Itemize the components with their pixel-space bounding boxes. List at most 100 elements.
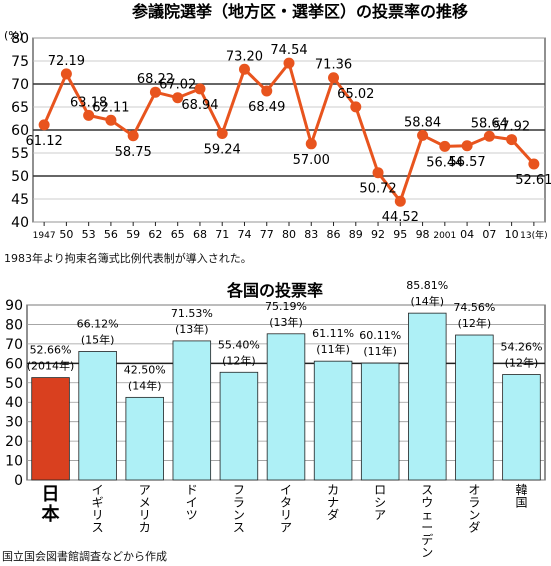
bar-y-tick-label: 0 bbox=[14, 473, 23, 489]
bar bbox=[313, 360, 353, 481]
data-label: 63.18 bbox=[70, 95, 107, 110]
turnout-line-chart: 参議院選挙（地方区・選挙区）の投票率の推移 (%) 40 45 50 55 60 65 70… bbox=[4, 2, 551, 241]
data-label: 61.12 bbox=[26, 134, 63, 149]
bar-value-label: 42.50% bbox=[124, 363, 166, 376]
category-label: イタリア bbox=[280, 483, 292, 535]
data-point bbox=[238, 63, 250, 75]
data-point bbox=[261, 85, 273, 97]
data-point bbox=[461, 140, 473, 152]
data-label: 68.94 bbox=[181, 98, 218, 113]
bar-value-label: 52.66% bbox=[30, 344, 72, 357]
data-label: 67.02 bbox=[159, 78, 196, 93]
data-point bbox=[506, 134, 518, 146]
bar-y-tick-label: 10 bbox=[5, 454, 23, 470]
category-label: イギリス bbox=[92, 483, 104, 535]
data-point bbox=[394, 195, 406, 207]
x-tick-label: 07 bbox=[482, 228, 496, 241]
x-tick-label: 1947 bbox=[33, 231, 56, 241]
data-point bbox=[328, 72, 340, 84]
data-label: 62.11 bbox=[92, 100, 129, 115]
data-point bbox=[483, 130, 495, 142]
data-point bbox=[305, 138, 317, 150]
bar-year-label: (12年) bbox=[505, 355, 539, 369]
category-label: 日本 bbox=[42, 484, 60, 525]
x-tick-label: 50 bbox=[59, 228, 73, 241]
category-label: スウェーデン bbox=[421, 483, 433, 560]
data-point bbox=[216, 127, 228, 139]
source-text: 国立国会図書館調査などから作成 bbox=[2, 550, 167, 563]
bar bbox=[360, 362, 400, 481]
bar-value-label: 74.56% bbox=[453, 301, 495, 314]
bar-value-label: 75.19% bbox=[265, 300, 307, 313]
data-point bbox=[194, 83, 206, 95]
category-label: ロシア bbox=[374, 483, 386, 522]
data-label: 56.57 bbox=[448, 155, 485, 170]
data-point bbox=[283, 57, 295, 69]
category-label: フランス bbox=[233, 483, 245, 535]
bar-year-label: (13年) bbox=[269, 315, 303, 329]
bar-chart-title: 各国の投票率 bbox=[226, 281, 323, 300]
bar-y-tick-label: 80 bbox=[5, 317, 23, 333]
x-tick-label: 86 bbox=[327, 228, 341, 241]
data-point bbox=[350, 101, 362, 113]
y-tick-label: 75 bbox=[11, 54, 29, 70]
bar-value-label: 85.81% bbox=[406, 279, 448, 292]
line-chart-title: 参議院選挙（地方区・選挙区）の投票率の推移 bbox=[132, 2, 468, 21]
note-text: 1983年より拘束名簿式比例代表制が導入された。 bbox=[4, 252, 252, 265]
bar-y-tick-label: 20 bbox=[5, 434, 23, 450]
bar-value-label: 55.40% bbox=[218, 338, 260, 351]
data-label: 58.84 bbox=[404, 115, 441, 130]
bar-y-tick-label: 70 bbox=[5, 337, 23, 353]
data-point bbox=[127, 130, 139, 142]
x-tick-label: 65 bbox=[171, 228, 185, 241]
data-point bbox=[372, 167, 384, 179]
data-point bbox=[60, 68, 72, 80]
bar-year-label: (11年) bbox=[363, 344, 397, 358]
bar bbox=[125, 396, 164, 481]
data-point bbox=[172, 92, 184, 104]
bar-y-tick-label: 40 bbox=[5, 395, 23, 411]
bar bbox=[219, 371, 259, 481]
bar-year-label: (11年) bbox=[316, 342, 350, 356]
data-label: 74.54 bbox=[270, 43, 307, 58]
data-label: 73.20 bbox=[226, 49, 263, 64]
bar bbox=[31, 377, 70, 481]
x-tick-label: 74 bbox=[237, 228, 251, 241]
x-tick-label: 62 bbox=[148, 228, 162, 241]
bar bbox=[172, 340, 212, 481]
y-tick-label: 70 bbox=[11, 77, 29, 93]
x-tick-label: 53 bbox=[82, 228, 96, 241]
bar-value-label: 61.11% bbox=[312, 327, 354, 340]
bar bbox=[408, 312, 447, 481]
data-label: 56.44 bbox=[426, 155, 463, 170]
data-label: 58.75 bbox=[115, 145, 152, 160]
data-point bbox=[38, 119, 50, 131]
bar bbox=[502, 374, 541, 481]
y-axis-unit: (%) bbox=[4, 29, 23, 42]
bar bbox=[266, 333, 306, 481]
data-label: 44.52 bbox=[382, 210, 419, 225]
data-label: 52.61 bbox=[515, 173, 551, 188]
x-tick-label: 98 bbox=[416, 228, 430, 241]
data-label: 71.36 bbox=[315, 58, 352, 73]
bar-year-label: (2014年) bbox=[27, 359, 75, 373]
x-tick-label: 92 bbox=[371, 228, 385, 241]
x-tick-label: 59 bbox=[126, 228, 140, 241]
data-label: 68.49 bbox=[248, 100, 285, 115]
country-bar-chart: 各国の投票率 0 10 20 30 40 50 60 70 80 90 52.66% (2014年)… bbox=[5, 279, 546, 560]
data-point bbox=[149, 86, 161, 98]
data-label: 68.22 bbox=[137, 72, 174, 87]
bar-year-label: (15年) bbox=[81, 332, 115, 346]
y-tick-label: 45 bbox=[11, 192, 29, 208]
x-tick-label: 10 bbox=[505, 228, 519, 241]
x-tick-label: 89 bbox=[349, 228, 363, 241]
data-point bbox=[105, 114, 117, 126]
y-tick-label: 60 bbox=[11, 123, 29, 139]
y-tick-label: 50 bbox=[11, 169, 29, 185]
bar-value-label: 60.11% bbox=[359, 329, 401, 342]
bar bbox=[455, 334, 494, 481]
bar-year-label: (13年) bbox=[175, 322, 209, 336]
data-point bbox=[528, 158, 540, 170]
x-tick-label: 56 bbox=[104, 228, 118, 241]
